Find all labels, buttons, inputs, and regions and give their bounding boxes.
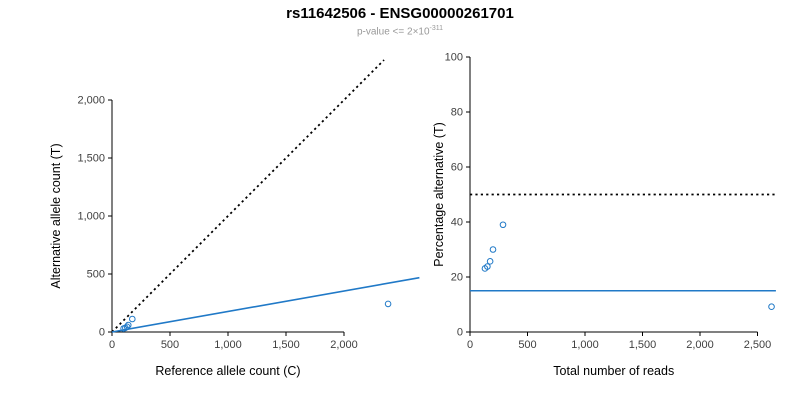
x-tick-label: 0 bbox=[467, 339, 473, 351]
x-tick-label: 2,000 bbox=[330, 339, 358, 351]
data-point bbox=[499, 221, 507, 229]
y-tick-label: 1,000 bbox=[77, 211, 105, 223]
data-point bbox=[124, 321, 132, 329]
fit-line bbox=[111, 276, 420, 333]
y-tick-label: 80 bbox=[451, 107, 463, 119]
data-point bbox=[768, 303, 775, 311]
identity-line bbox=[111, 59, 385, 333]
y-tick-label: 100 bbox=[445, 52, 463, 64]
x-axis-title: Total number of reads bbox=[553, 364, 674, 378]
data-point bbox=[129, 315, 136, 323]
y-tick-label: 500 bbox=[87, 269, 105, 281]
percentage-alternative-scatter-chart: 0 500 1,000 1,500 2,000 2,500 0 20 40 60 80 100 Tota… bbox=[432, 52, 776, 378]
x-tick-label: 2,000 bbox=[686, 339, 714, 351]
y-axis-title: Percentage alternative (T) bbox=[432, 122, 446, 267]
x-tick-label: 500 bbox=[518, 339, 536, 351]
y-tick-label: 40 bbox=[451, 217, 463, 229]
y-tick-label: 0 bbox=[99, 327, 105, 339]
allele-count-scatter-chart: 0 500 1,000 1,500 2,000 0 500 1,000 1,500 2,000 Re… bbox=[49, 59, 420, 378]
x-tick-label: 1,000 bbox=[571, 339, 599, 351]
y-tick-label: 2,000 bbox=[77, 95, 105, 107]
y-tick-label: 1,500 bbox=[77, 153, 105, 165]
x-tick-label: 1,500 bbox=[272, 339, 300, 351]
x-tick-label: 0 bbox=[109, 339, 115, 351]
pvalue-text: p-value <= 2×10 bbox=[356, 26, 430, 38]
pvalue-exponent: -311 bbox=[429, 25, 444, 32]
data-point bbox=[123, 323, 131, 331]
y-axis-title: Alternative allele count (T) bbox=[49, 143, 63, 288]
data-point bbox=[484, 263, 491, 270]
y-tick-label: 60 bbox=[451, 162, 463, 174]
y-tick-label: 0 bbox=[457, 327, 463, 339]
x-tick-label: 500 bbox=[161, 339, 179, 351]
x-tick-label: 1,000 bbox=[214, 339, 242, 351]
y-tick-label: 20 bbox=[451, 272, 463, 284]
x-tick-label: 2,500 bbox=[744, 339, 772, 351]
data-point bbox=[489, 246, 497, 253]
data-point bbox=[486, 258, 494, 265]
x-axis-title: Reference allele count (C) bbox=[155, 364, 300, 378]
figure-title: rs11642506 - ENSG00000261701 bbox=[286, 5, 514, 22]
x-tick-label: 1,500 bbox=[629, 339, 657, 351]
data-point bbox=[384, 300, 392, 308]
figure-subtitle: p-value <= 2×10-311 bbox=[0, 25, 800, 37]
